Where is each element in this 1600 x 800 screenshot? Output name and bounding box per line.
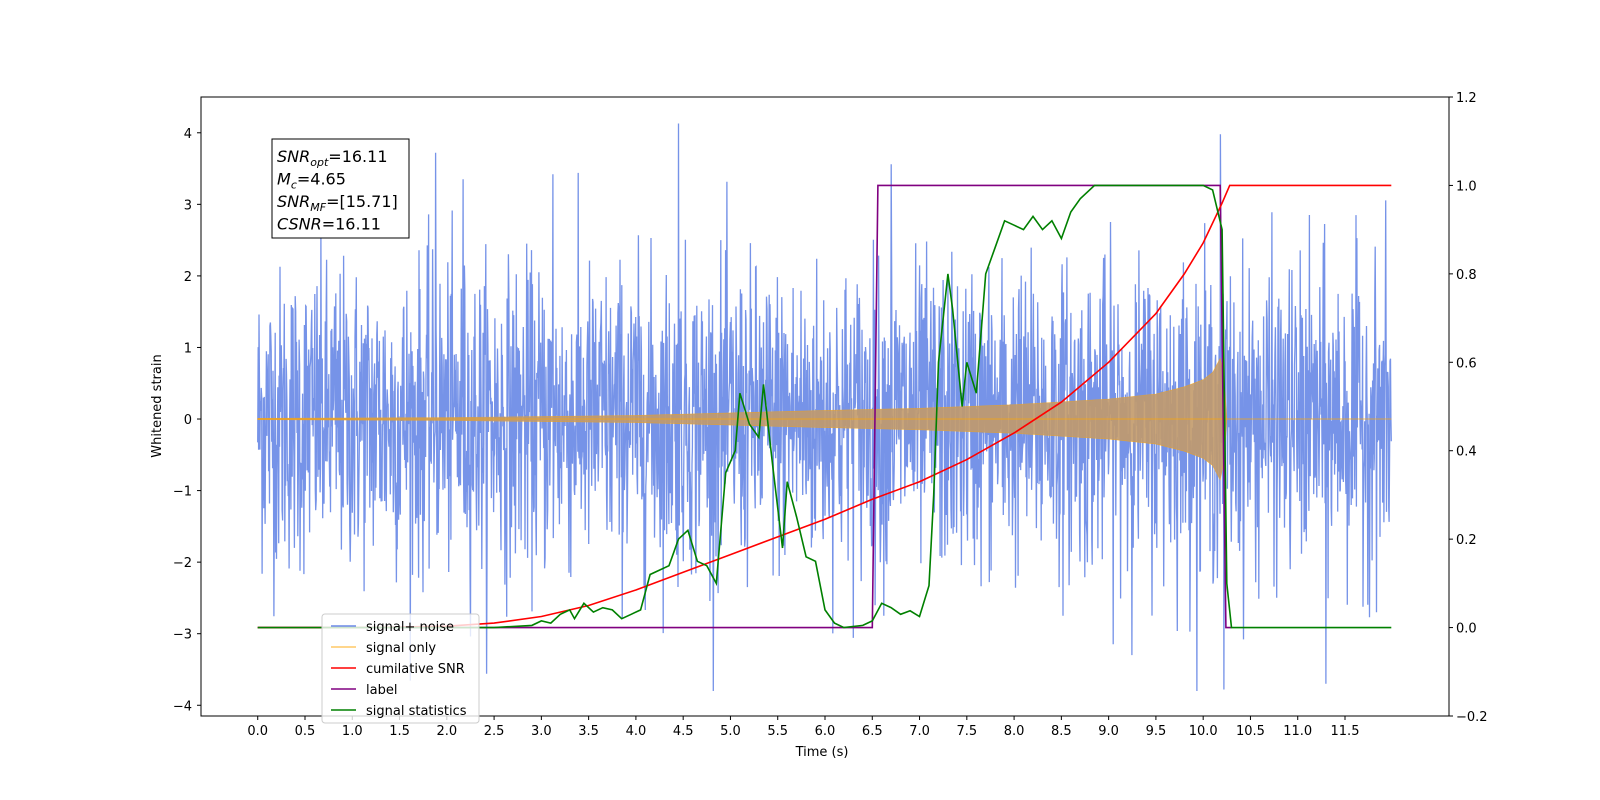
stats-annotation-box: SNRopt=16.11Mc=4.65SNRMF=[15.71]CSNR=16.…: [271, 138, 410, 239]
x-tick-label: 4.5: [673, 724, 694, 739]
y-tick-right-label: 0.4: [1456, 445, 1477, 460]
y-axis-right: −0.2 0.0 0.2 0.4 0.6 0.8 1.0 1.2: [1449, 91, 1488, 725]
y-tick-right-label: 0.6: [1456, 356, 1477, 371]
stat-subscript: c: [291, 179, 297, 192]
stat-symbol: SNR: [277, 192, 310, 211]
y-tick-left-label: −4: [173, 699, 192, 714]
stat-symbol: M: [277, 170, 291, 189]
legend: signal+ noise signal only cumilative SNR la…: [321, 613, 480, 724]
legend-label: cumilative SNR: [366, 662, 465, 677]
stat-value: =16.11: [322, 215, 381, 234]
x-tick-label: 6.0: [815, 724, 836, 739]
x-tick-label: 7.0: [909, 724, 930, 739]
x-tick-label: 10.5: [1236, 724, 1265, 739]
x-tick-label: 3.5: [578, 724, 599, 739]
y-tick-right-label: 1.2: [1456, 91, 1477, 106]
legend-frame: [321, 613, 480, 724]
y-tick-left-label: −2: [173, 556, 192, 571]
y-tick-right-label: 0.2: [1456, 533, 1477, 548]
y-tick-left-label: 4: [184, 127, 192, 142]
label-line: [257, 184, 1232, 629]
y-tick-left-label: −3: [173, 628, 192, 643]
x-tick-label: 9.5: [1146, 724, 1167, 739]
x-tick-label: 7.5: [956, 724, 977, 739]
x-tick-label: 5.0: [720, 724, 741, 739]
y-tick-right-label: 0.0: [1456, 622, 1477, 637]
annotation-frame: [271, 138, 410, 239]
stat-subscript: opt: [310, 156, 329, 169]
stat-line: SNRopt=16.11: [277, 147, 388, 169]
y-tick-left-label: 0: [184, 413, 192, 428]
y-axis-left: −4 −3 −2 −1 0 1 2 3 4: [173, 127, 201, 714]
x-tick-label: 0.0: [247, 724, 268, 739]
x-tick-label: 8.5: [1051, 724, 1072, 739]
x-tick-label: 10.0: [1189, 724, 1218, 739]
stat-value: =[15.71]: [326, 192, 398, 211]
stat-value: =4.65: [297, 170, 346, 189]
x-tick-label: 6.5: [862, 724, 883, 739]
x-tick-label: 1.0: [342, 724, 363, 739]
y-tick-left-label: 3: [184, 198, 192, 213]
x-axis-label: Time (s): [795, 745, 849, 760]
x-tick-label: 2.5: [484, 724, 505, 739]
legend-label: signal only: [366, 641, 436, 656]
legend-label: signal+ noise: [366, 620, 454, 635]
cumulative-snr-line: [257, 184, 1392, 629]
y-tick-right-label: −0.2: [1456, 710, 1488, 725]
right-axis-series: [257, 184, 1392, 629]
x-tick-label: 2.0: [436, 724, 457, 739]
y-tick-right-label: 0.8: [1456, 268, 1477, 283]
x-tick-label: 11.0: [1283, 724, 1312, 739]
y-tick-left-label: 2: [184, 270, 192, 285]
stat-line: Mc=4.65: [277, 170, 346, 192]
stat-line: CSNR=16.11: [277, 215, 381, 234]
legend-label: label: [366, 683, 397, 698]
stat-symbol: CSNR: [277, 215, 322, 234]
x-tick-label: 8.0: [1004, 724, 1025, 739]
x-tick-label: 0.5: [295, 724, 316, 739]
signal-only-series: [257, 357, 1392, 481]
x-tick-label: 5.5: [767, 724, 788, 739]
stat-line: SNRMF=[15.71]: [277, 192, 398, 214]
stat-symbol: SNR: [277, 147, 310, 166]
x-tick-label: 11.5: [1331, 724, 1360, 739]
y-axis-label: Whitened strain: [150, 354, 165, 457]
legend-label: signal statistics: [366, 704, 467, 719]
y-tick-right-label: 1.0: [1456, 179, 1477, 194]
x-tick-label: 4.0: [626, 724, 647, 739]
x-axis: 0.0 0.5 1.0 1.5 2.0 2.5 3.0 3.5 4.0 4.5 5.0 5.5 6.0 6…: [247, 716, 1359, 739]
x-tick-label: 3.0: [531, 724, 552, 739]
x-tick-label: 9.0: [1098, 724, 1119, 739]
y-tick-left-label: 1: [184, 341, 192, 356]
signal-statistics-line: [257, 184, 1392, 629]
y-tick-left-label: −1: [173, 485, 192, 500]
x-tick-label: 1.5: [389, 724, 410, 739]
stat-value: =16.11: [328, 147, 387, 166]
stat-subscript: MF: [310, 201, 326, 214]
